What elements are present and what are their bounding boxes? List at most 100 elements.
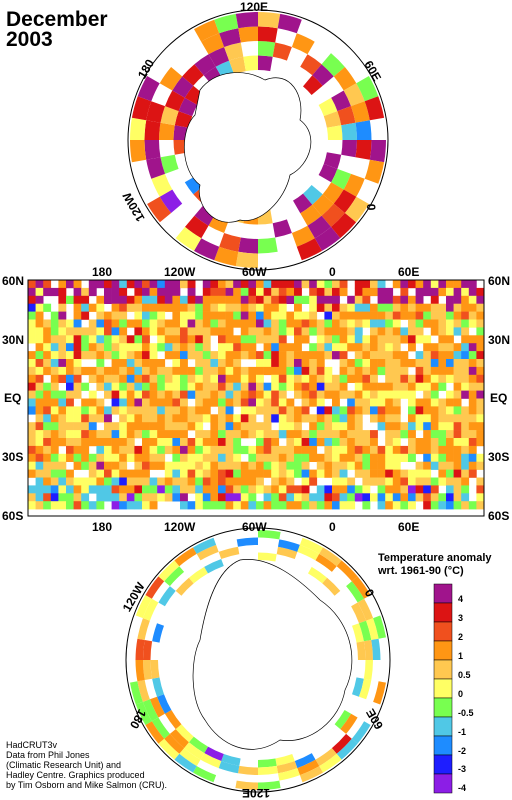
world-grid-cell (256, 311, 264, 320)
world-grid-cell (233, 485, 242, 494)
world-grid-cell (453, 327, 462, 336)
world-grid-cell (111, 501, 120, 510)
world-grid-cell (202, 453, 211, 462)
world-grid-cell (408, 390, 416, 399)
world-grid-cell (438, 374, 447, 383)
world-grid-cell (210, 366, 219, 376)
south-polar-cell (276, 546, 298, 559)
north-polar-cell (312, 194, 334, 216)
world-grid-cell (476, 343, 485, 352)
world-grid-cell (210, 430, 219, 439)
world-grid-cell (28, 493, 36, 502)
world-grid-cell (377, 343, 386, 352)
world-grid-cell (438, 406, 447, 415)
world-grid-cell (468, 469, 477, 478)
world-grid-cell (187, 453, 196, 462)
world-grid-cell (66, 374, 74, 383)
world-grid-cell (256, 398, 264, 407)
world-grid-cell (438, 469, 447, 478)
world-grid-cell (408, 430, 416, 439)
world-grid-cell (286, 485, 295, 494)
world-grid-cell (324, 343, 333, 352)
world-grid-cell (446, 477, 454, 486)
world-grid-cell (415, 319, 424, 328)
world-grid-cell (385, 351, 394, 360)
world-grid-cell (294, 374, 302, 383)
world-grid-cell (180, 319, 188, 328)
world-grid-cell (81, 445, 90, 455)
world-grid-cell (271, 335, 280, 344)
world-grid-cell (180, 351, 188, 360)
world-grid-cell (400, 382, 409, 391)
world-grid-cell (430, 398, 439, 407)
south-polar-cell (258, 758, 277, 768)
world-grid-cell (446, 359, 454, 368)
north-polar-cell (307, 215, 331, 239)
world-grid-cell (142, 351, 150, 360)
world-grid-cell (240, 414, 249, 423)
world-grid-cell (415, 335, 424, 344)
world-grid-cell (286, 366, 295, 376)
world-grid-cell (111, 461, 120, 470)
legend-label-0: 0 (458, 689, 464, 699)
world-grid-cell (256, 351, 264, 360)
north-polar-cell (323, 152, 342, 169)
world-grid-cell (126, 303, 135, 312)
world-grid-cell (119, 501, 128, 510)
world-grid-cell (423, 438, 432, 447)
world-grid-cell (263, 303, 272, 312)
world-grid-cell (126, 366, 135, 376)
world-grid-cell (187, 351, 196, 360)
world-grid-cell (58, 453, 67, 462)
world-grid-cell (438, 366, 447, 376)
south-polar-cell (175, 724, 194, 743)
world-grid-cell (370, 453, 378, 462)
world-grid-cell (263, 406, 272, 415)
world-grid-cell (271, 453, 280, 462)
legend-color-box (433, 602, 453, 623)
world-grid-cell (58, 493, 67, 502)
world-grid-cell (210, 501, 219, 510)
world-grid-cell (164, 343, 173, 352)
world-grid-cell (354, 422, 363, 431)
world-grid-cell (210, 374, 219, 383)
world-grid-cell (104, 493, 112, 502)
world-grid-cell (195, 422, 204, 431)
world-grid-cell (96, 461, 105, 470)
world-grid-cell (240, 398, 249, 407)
world-grid-cell (392, 327, 401, 336)
world-grid-cell (377, 382, 386, 391)
world-grid-cell (66, 335, 74, 344)
north-polar-cell (364, 159, 385, 184)
world-grid-cell (309, 422, 318, 431)
world-grid-cell (50, 422, 59, 431)
world-grid-cell (263, 351, 272, 360)
top-lon-60e: 60E (398, 265, 420, 279)
world-grid-cell (370, 445, 378, 455)
world-grid-cell (149, 366, 158, 376)
world-grid-cell (392, 422, 401, 431)
north-polar-cell (258, 26, 278, 43)
world-grid-cell (180, 366, 188, 376)
world-grid-cell (271, 398, 280, 407)
world-grid-cell (66, 319, 74, 328)
world-grid-cell (430, 390, 439, 399)
world-grid-cell (195, 461, 204, 470)
world-grid-cell (392, 485, 401, 494)
world-grid-cell (256, 374, 264, 383)
world-grid-cell (278, 414, 287, 423)
world-grid-cell (438, 335, 447, 344)
world-grid-cell (408, 422, 416, 431)
world-grid-cell (202, 311, 211, 320)
world-grid-cell (468, 406, 477, 415)
world-grid-cell (339, 414, 348, 423)
north-polar-cell (314, 226, 341, 251)
world-grid-cell (180, 359, 188, 368)
south-polar-cell (336, 738, 358, 760)
top-lon-120w: 120W (164, 265, 196, 279)
world-grid-cell (149, 319, 158, 328)
north-polar-cell (300, 204, 322, 226)
world-grid-cell (195, 414, 204, 423)
world-grid-cell (187, 335, 196, 344)
